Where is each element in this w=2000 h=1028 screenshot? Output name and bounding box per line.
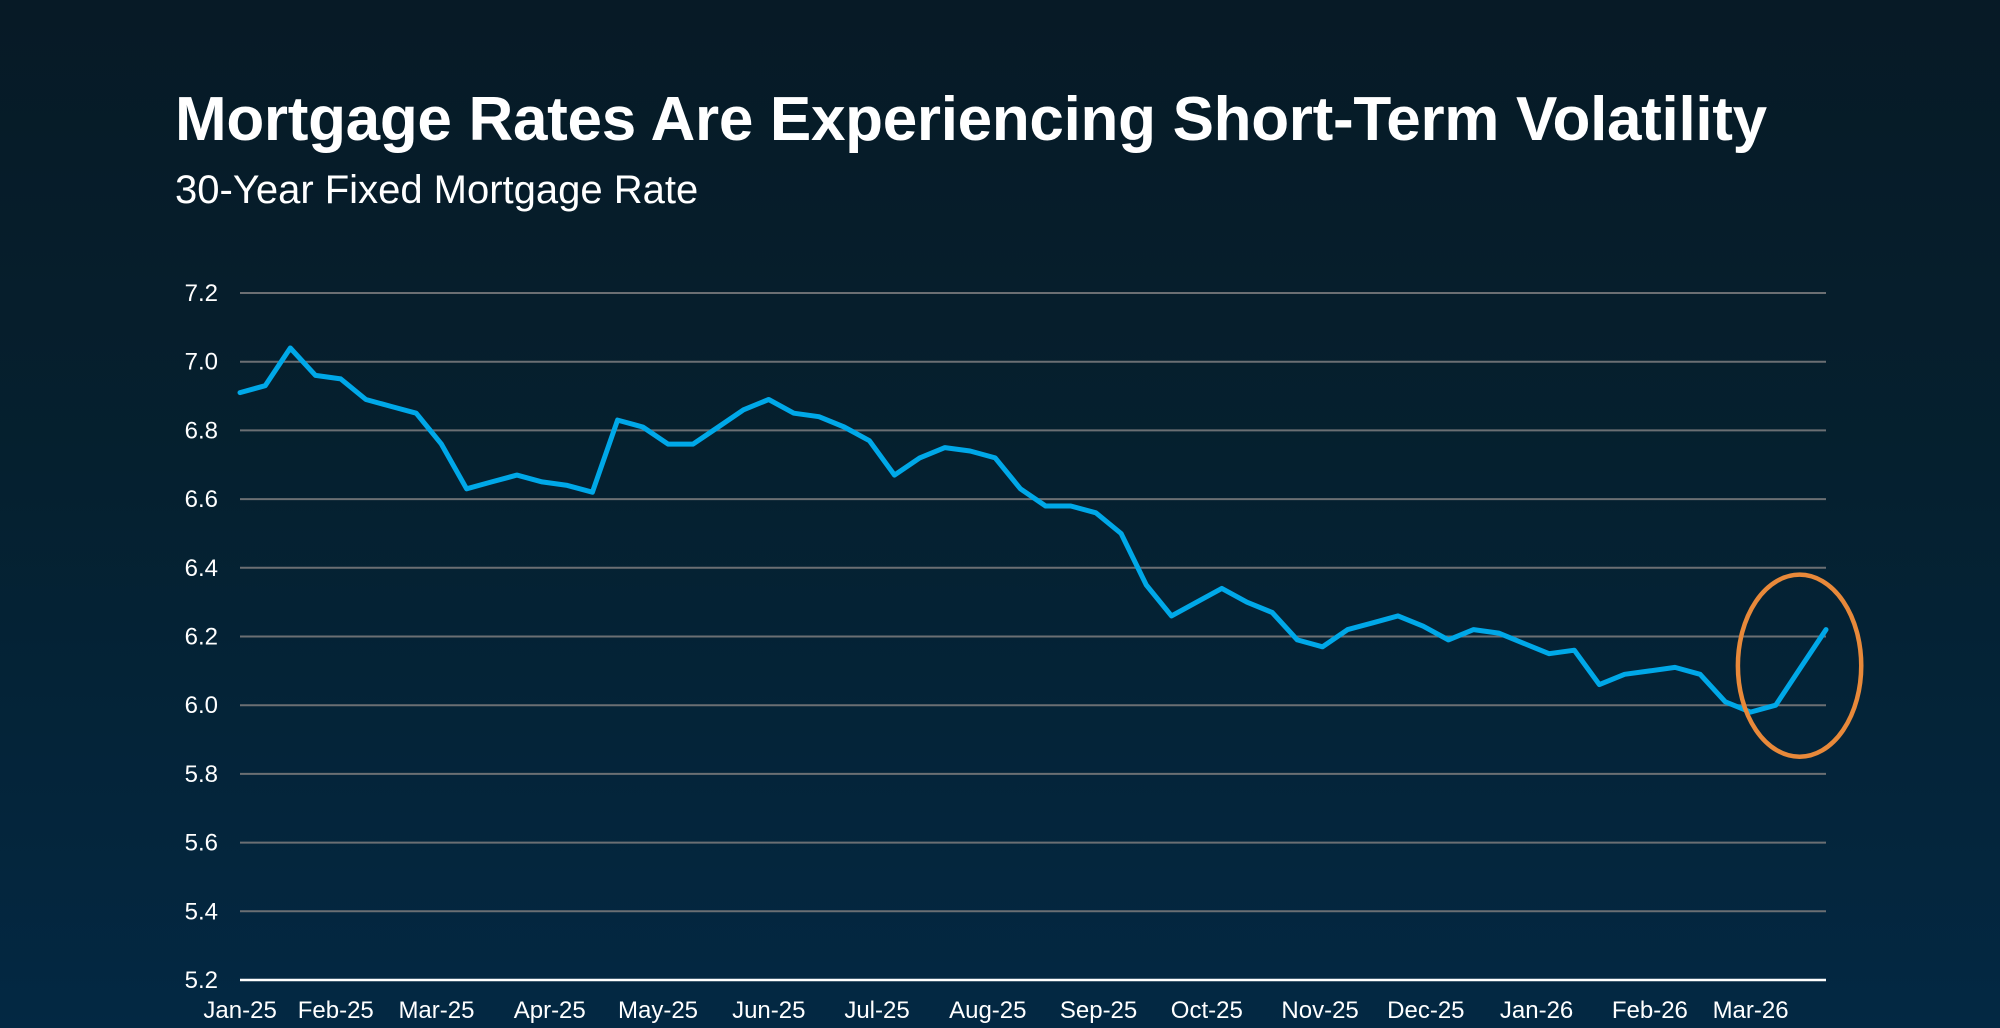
x-tick-label: Oct-25 bbox=[1171, 997, 1243, 1024]
x-tick-label: Mar-25 bbox=[398, 997, 474, 1024]
series-line bbox=[237, 345, 1829, 715]
y-tick-label: 5.4 bbox=[185, 898, 218, 925]
chart-subtitle: 30-Year Fixed Mortgage Rate bbox=[175, 168, 699, 212]
y-tick-label: 5.2 bbox=[185, 967, 218, 994]
x-tick-label: Jan-25 bbox=[203, 997, 276, 1024]
y-tick-label: 6.4 bbox=[185, 555, 218, 582]
x-tick-label: May-25 bbox=[618, 997, 698, 1024]
y-tick-label: 5.8 bbox=[185, 761, 218, 788]
gridlines bbox=[240, 292, 1826, 982]
y-tick-label: 7.2 bbox=[185, 280, 218, 307]
x-tick-label: Feb-26 bbox=[1612, 997, 1688, 1024]
x-tick-label: Jun-25 bbox=[732, 997, 805, 1024]
x-axis-ticks: Jan-25 Feb-25 Mar-25 Apr-25 May-25 Jun-25 Jul-… bbox=[203, 997, 1788, 1024]
y-tick-label: 6.6 bbox=[185, 486, 218, 513]
x-tick-label: Feb-25 bbox=[298, 997, 374, 1024]
y-tick-label: 6.2 bbox=[185, 624, 218, 651]
annotation-layer bbox=[1735, 572, 1864, 759]
x-tick-label: Sep-25 bbox=[1060, 997, 1137, 1024]
y-tick-label: 7.0 bbox=[185, 349, 218, 376]
x-tick-label: Dec-25 bbox=[1387, 997, 1464, 1024]
x-tick-label: Jan-26 bbox=[1500, 997, 1573, 1024]
series-layer bbox=[237, 345, 1829, 715]
x-tick-label: Aug-25 bbox=[949, 997, 1026, 1024]
y-axis-ticks: 5.2 5.4 5.6 5.8 6.0 6.2 6.4 6.6 6.8 7.0 7.2 bbox=[185, 280, 218, 994]
x-tick-label: Nov-25 bbox=[1281, 997, 1358, 1024]
x-tick-label: Mar-26 bbox=[1713, 997, 1789, 1024]
y-tick-label: 6.0 bbox=[185, 692, 218, 719]
x-tick-label: Apr-25 bbox=[514, 997, 586, 1024]
y-tick-label: 6.8 bbox=[185, 417, 218, 444]
highlight-ellipse bbox=[1735, 572, 1864, 759]
y-tick-label: 5.6 bbox=[185, 830, 218, 857]
chart-title: Mortgage Rates Are Experiencing Short-Te… bbox=[175, 85, 1767, 154]
x-tick-label: Jul-25 bbox=[844, 997, 909, 1024]
